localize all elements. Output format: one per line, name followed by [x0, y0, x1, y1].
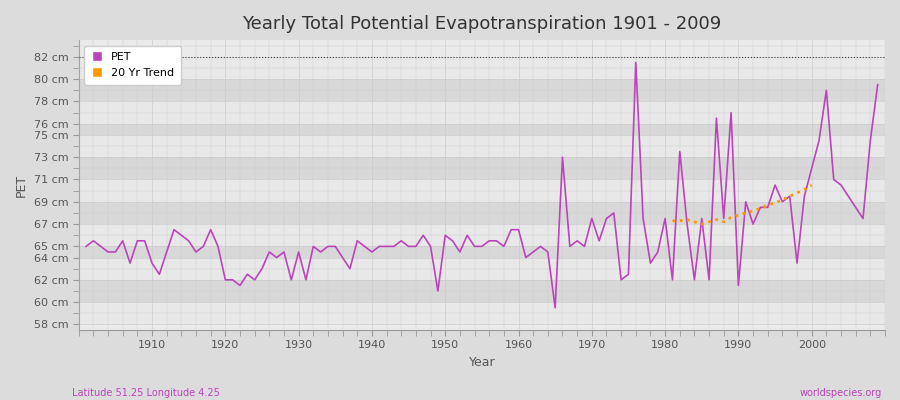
- Bar: [78, 280, 885, 302]
- Bar: [78, 135, 885, 157]
- Y-axis label: PET: PET: [15, 174, 28, 197]
- Bar: [78, 246, 885, 258]
- Bar: [78, 202, 885, 224]
- Text: Latitude 51.25 Longitude 4.25: Latitude 51.25 Longitude 4.25: [72, 388, 220, 398]
- Bar: [78, 180, 885, 202]
- Bar: [78, 258, 885, 280]
- Bar: [78, 79, 885, 102]
- Title: Yearly Total Potential Evapotranspiration 1901 - 2009: Yearly Total Potential Evapotranspiratio…: [242, 15, 722, 33]
- Bar: [78, 157, 885, 180]
- Bar: [78, 102, 885, 124]
- Bar: [78, 124, 885, 135]
- X-axis label: Year: Year: [469, 356, 495, 369]
- Legend: PET, 20 Yr Trend: PET, 20 Yr Trend: [85, 46, 181, 84]
- Text: worldspecies.org: worldspecies.org: [800, 388, 882, 398]
- Bar: [78, 57, 885, 79]
- Bar: [78, 224, 885, 246]
- Bar: [78, 302, 885, 324]
